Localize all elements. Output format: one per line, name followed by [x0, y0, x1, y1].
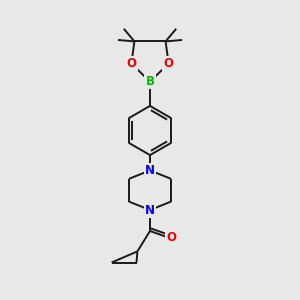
Text: N: N: [145, 164, 155, 177]
Text: O: O: [126, 57, 136, 70]
Text: B: B: [146, 75, 154, 88]
Text: O: O: [164, 57, 174, 70]
Text: N: N: [145, 203, 155, 217]
Text: O: O: [167, 231, 177, 244]
